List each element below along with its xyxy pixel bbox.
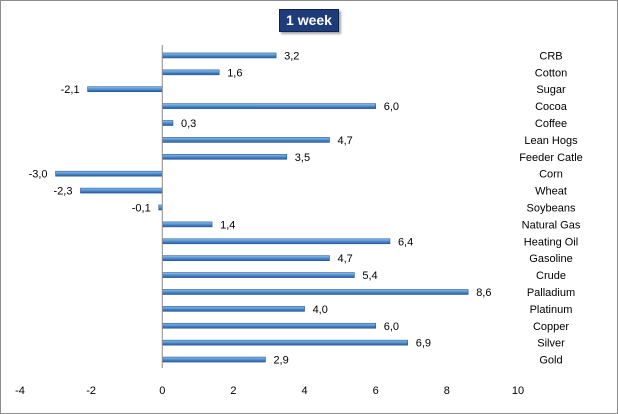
bar bbox=[161, 272, 355, 278]
bar bbox=[87, 86, 163, 93]
chart-title: 1 week bbox=[279, 9, 339, 32]
category-label: Silver bbox=[537, 338, 565, 350]
bar-value-label: -0,1 bbox=[132, 203, 151, 215]
category-label: Wheat bbox=[535, 186, 567, 198]
bar bbox=[158, 204, 163, 211]
bar bbox=[161, 255, 330, 261]
category-label: Gold bbox=[539, 355, 562, 367]
bar bbox=[161, 289, 469, 295]
axes-group: -4 -2 0 2 4 6 8 10 bbox=[15, 45, 524, 397]
bar bbox=[55, 170, 163, 177]
bar-value-label: 4,0 bbox=[313, 304, 328, 316]
x-tick-label: 8 bbox=[444, 385, 450, 397]
category-label: Soybeans bbox=[527, 203, 576, 215]
x-tick-label: 4 bbox=[302, 385, 308, 397]
bar-value-label: 0,3 bbox=[181, 118, 196, 130]
bar-value-label: -2,1 bbox=[61, 84, 80, 96]
bar-value-label: 5,4 bbox=[362, 270, 377, 282]
bar bbox=[161, 339, 409, 346]
bar bbox=[161, 103, 377, 109]
bar bbox=[161, 306, 305, 312]
category-label: Crude bbox=[536, 270, 566, 282]
category-label: Copper bbox=[533, 321, 569, 333]
bar bbox=[161, 356, 266, 363]
category-label: Cotton bbox=[535, 67, 567, 79]
bar-value-label: 1,6 bbox=[227, 67, 242, 79]
x-tick-label: 10 bbox=[512, 385, 524, 397]
category-label: Cocoa bbox=[535, 101, 568, 113]
x-tick-label: 6 bbox=[373, 385, 379, 397]
bar-value-label: 6,0 bbox=[384, 321, 399, 333]
category-label: Coffee bbox=[535, 118, 567, 130]
bar-value-label: 6,4 bbox=[398, 236, 413, 248]
bar-value-label: 4,7 bbox=[337, 135, 352, 147]
bar bbox=[161, 137, 330, 143]
category-label: Heating Oil bbox=[524, 236, 578, 248]
bar-value-label: 4,7 bbox=[337, 253, 352, 265]
bar-value-label: -2,3 bbox=[54, 186, 73, 198]
bar-value-label: 6,9 bbox=[416, 338, 431, 350]
bar bbox=[161, 238, 391, 245]
x-tick-label: -4 bbox=[15, 385, 25, 397]
bar bbox=[161, 322, 377, 329]
category-label: Corn bbox=[539, 169, 563, 181]
x-tick-label: -2 bbox=[86, 385, 96, 397]
bar-value-label: 6,0 bbox=[384, 101, 399, 113]
category-label: Palladium bbox=[527, 287, 575, 299]
bar-value-label: 3,2 bbox=[284, 50, 299, 62]
bar bbox=[161, 120, 174, 126]
bar bbox=[161, 221, 213, 228]
category-label: CRB bbox=[539, 50, 562, 62]
category-label: Lean Hogs bbox=[524, 135, 578, 147]
bars-group bbox=[55, 52, 469, 363]
bar-value-label: 2,9 bbox=[273, 355, 288, 367]
category-label: Feeder Catle bbox=[519, 152, 583, 164]
bar bbox=[161, 154, 288, 160]
category-label: Natural Gas bbox=[522, 219, 581, 231]
labels-group: 3,2 CRB 1,6 Cotton -2,1 Sugar 6,0 Cocoa 0,3 Coffe… bbox=[29, 50, 583, 366]
bar bbox=[161, 69, 220, 76]
category-label: Platinum bbox=[530, 304, 573, 316]
category-label: Sugar bbox=[536, 84, 566, 96]
bar bbox=[80, 187, 163, 194]
category-label: Gasoline bbox=[529, 253, 572, 265]
x-tick-label: 0 bbox=[159, 385, 165, 397]
bar-value-label: 8,6 bbox=[476, 287, 491, 299]
bar-value-label: -3,0 bbox=[29, 169, 48, 181]
bar-value-label: 3,5 bbox=[295, 152, 310, 164]
x-tick-label: 2 bbox=[230, 385, 236, 397]
bar bbox=[161, 52, 277, 59]
bar-value-label: 1,4 bbox=[220, 219, 235, 231]
